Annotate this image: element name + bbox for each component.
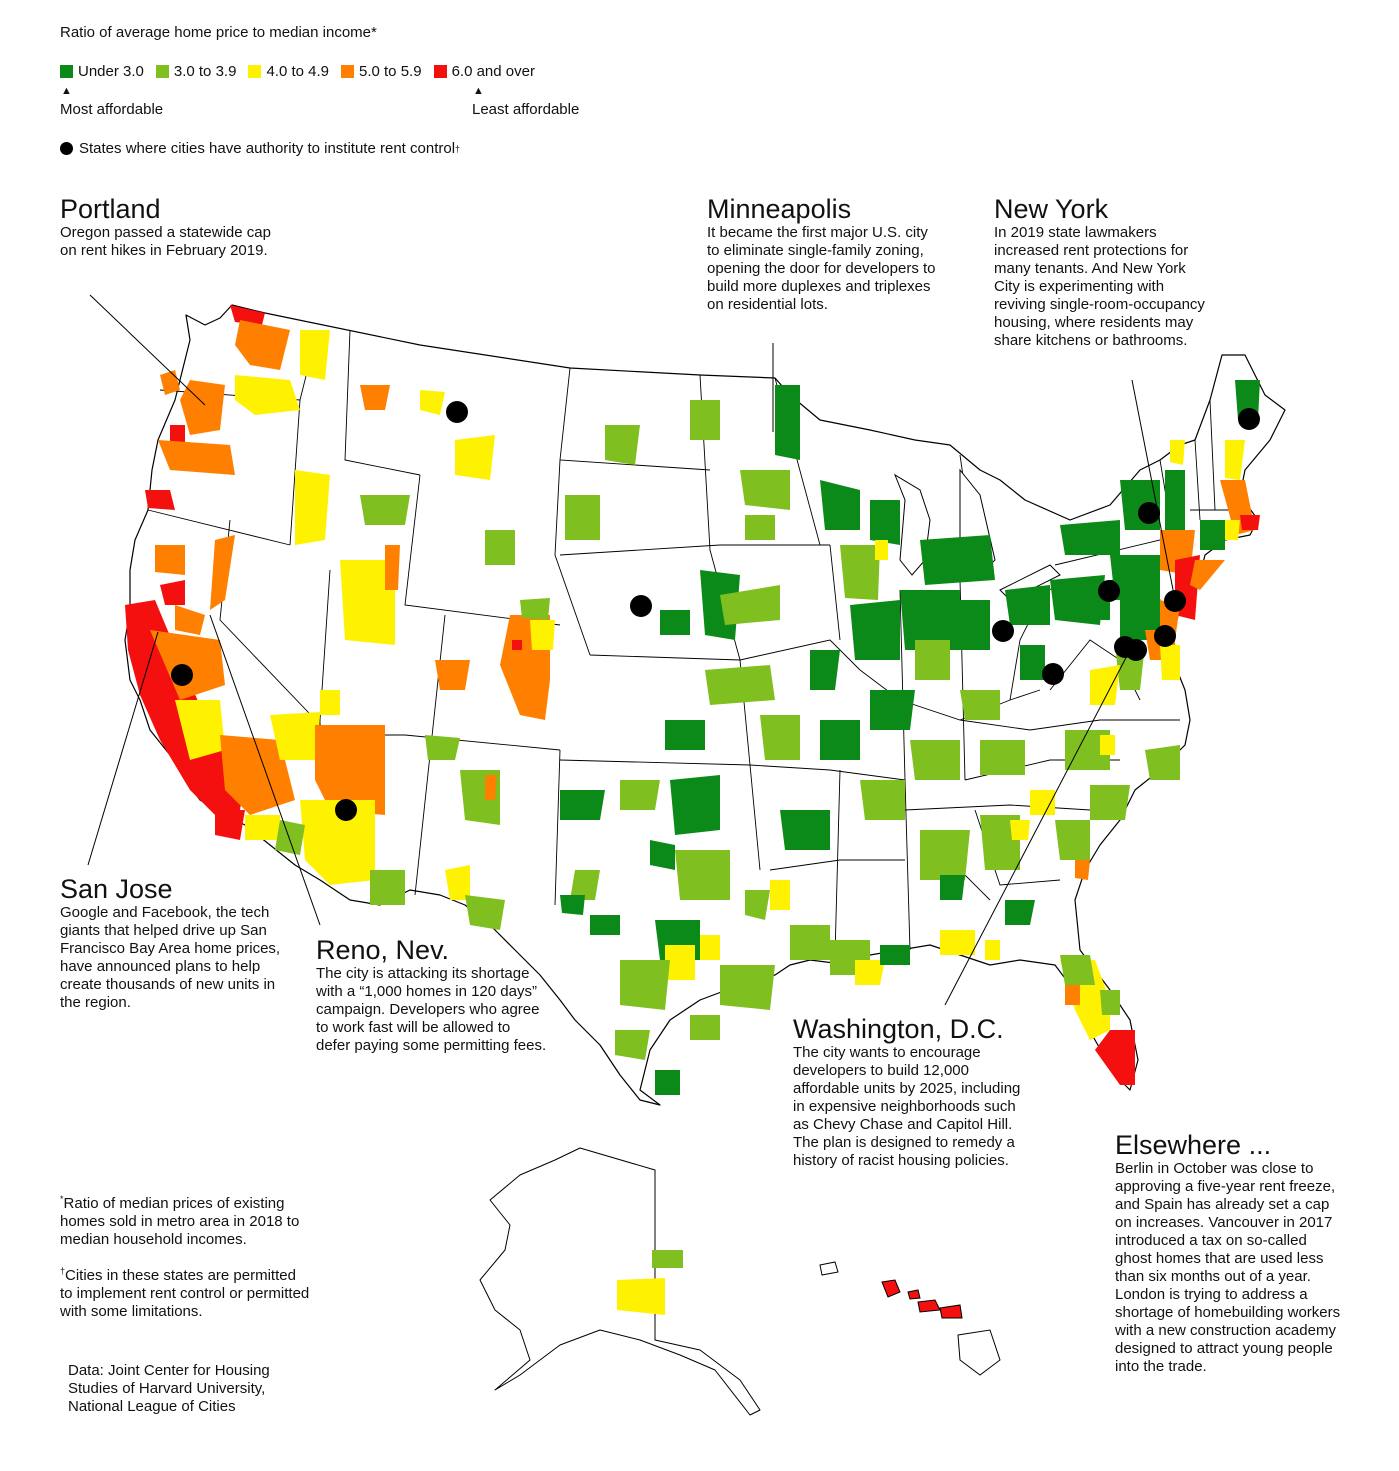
rent-control-dot-montana (446, 401, 468, 423)
elsewhere-text: Berlin in October was close to approving… (1115, 1160, 1341, 1375)
footnote-cities: †Cities in these states are permitted to… (60, 1262, 310, 1321)
washington-annotation: Washington, D.C. The city wants to encou… (793, 1014, 1028, 1170)
leader-lines (87, 294, 1176, 1006)
rent-control-dot-dc (1125, 639, 1147, 661)
rent-control-dots (171, 401, 1260, 1366)
reno-text: The city is attacking its shortage with … (316, 965, 547, 1054)
san-jose-text: Google and Facebook, the tech giants tha… (60, 904, 281, 1011)
swatch-under-3 (60, 64, 73, 78)
elsewhere-annotation: Elsewhere ... Berlin in October was clos… (1115, 1130, 1345, 1376)
legend-item-6-and-over: 6.0 and over (433, 62, 535, 80)
dagger-mark: † (60, 1266, 66, 1276)
rent-control-dot-west-virginia (1042, 663, 1064, 685)
elsewhere-title: Elsewhere ... (1115, 1130, 1272, 1160)
legend-label: Under 3.0 (78, 62, 144, 80)
legend-swatches: Under 3.0 3.0 to 3.9 4.0 to 4.9 5.0 to 5… (60, 62, 547, 80)
rent-control-legend: States where cities have authority to in… (60, 140, 460, 157)
reno-title: Reno, Nev. (316, 935, 450, 965)
alaska-fairbanks (652, 1250, 683, 1268)
legend-label: 5.0 to 5.9 (359, 62, 422, 80)
rent-control-label: States where cities have authority to in… (79, 140, 456, 157)
legend-label: 4.0 to 4.9 (266, 62, 329, 80)
triangle-up-icon: ▲ (61, 85, 72, 97)
rent-control-dot-new-york (1138, 502, 1160, 524)
portland-annotation: Portland Oregon passed a statewide cap o… (60, 194, 300, 260)
triangle-up-icon: ▲ (473, 85, 484, 97)
san-jose-annotation: San Jose Google and Facebook, the tech g… (60, 874, 285, 1012)
asterisk-mark: * (60, 1194, 64, 1204)
rent-control-dot-ohio (992, 620, 1014, 642)
rent-control-dot-arizona (335, 799, 357, 821)
swatch-3-to-3-9 (155, 64, 169, 78)
footnote-ratio-text: Ratio of median prices of existing homes… (60, 1195, 300, 1248)
metro-areas (125, 305, 1260, 1095)
new-york-title: New York (994, 194, 1109, 224)
legend-title: Ratio of average home price to median in… (60, 24, 377, 41)
footnote-cities-text: Cities in these states are permitted to … (60, 1267, 310, 1320)
minneapolis-annotation: Minneapolis It became the first major U.… (707, 194, 942, 314)
data-source: Data: Joint Center for Housing Studies o… (68, 1362, 270, 1415)
new-york-annotation: New York In 2019 state lawmakers increas… (994, 194, 1209, 350)
legend-item-4-to-4-9: 4.0 to 4.9 (248, 63, 329, 80)
alaska-anchorage (617, 1278, 665, 1315)
legend-item-under-3: Under 3.0 (60, 63, 144, 80)
washington-title: Washington, D.C. (793, 1014, 1004, 1044)
footnote-ratio: *Ratio of median prices of existing home… (60, 1190, 325, 1249)
minneapolis-title: Minneapolis (707, 194, 852, 224)
most-affordable-label: Most affordable (60, 101, 164, 118)
swatch-4-to-4-9 (248, 64, 262, 78)
legend-label: 6.0 and over (451, 62, 535, 80)
least-affordable-label: Least affordable (472, 101, 580, 118)
rent-control-dot-delaware (1154, 625, 1176, 647)
san-jose-title: San Jose (60, 874, 173, 904)
rent-control-dot-maine (1238, 408, 1260, 430)
legend-label: 3.0 to 3.9 (173, 62, 237, 80)
rent-control-dot-california (171, 664, 193, 686)
new-york-text: In 2019 state lawmakers increased rent p… (994, 224, 1205, 349)
minneapolis-text: It became the first major U.S. city to e… (707, 224, 936, 313)
rent-control-dot-kansas (630, 595, 652, 617)
washington-text: The city wants to encourage developers t… (793, 1044, 1021, 1169)
reno-annotation: Reno, Nev. The city is attacking its sho… (316, 935, 548, 1055)
legend-item-3-to-3-9: 3.0 to 3.9 (155, 62, 237, 80)
portland-text: Oregon passed a statewide cap on rent hi… (60, 224, 271, 259)
swatch-5-to-5-9 (341, 64, 354, 78)
swatch-6-and-over (433, 64, 447, 78)
hawaii-islands (819, 1261, 1001, 1376)
rent-control-dot-icon (60, 142, 73, 155)
rent-control-dot-new-jersey (1164, 590, 1186, 612)
portland-title: Portland (60, 194, 161, 224)
dagger-mark: † (455, 143, 461, 154)
legend-item-5-to-5-9: 5.0 to 5.9 (341, 63, 422, 80)
rent-control-dot-pennsylvania (1098, 580, 1120, 602)
